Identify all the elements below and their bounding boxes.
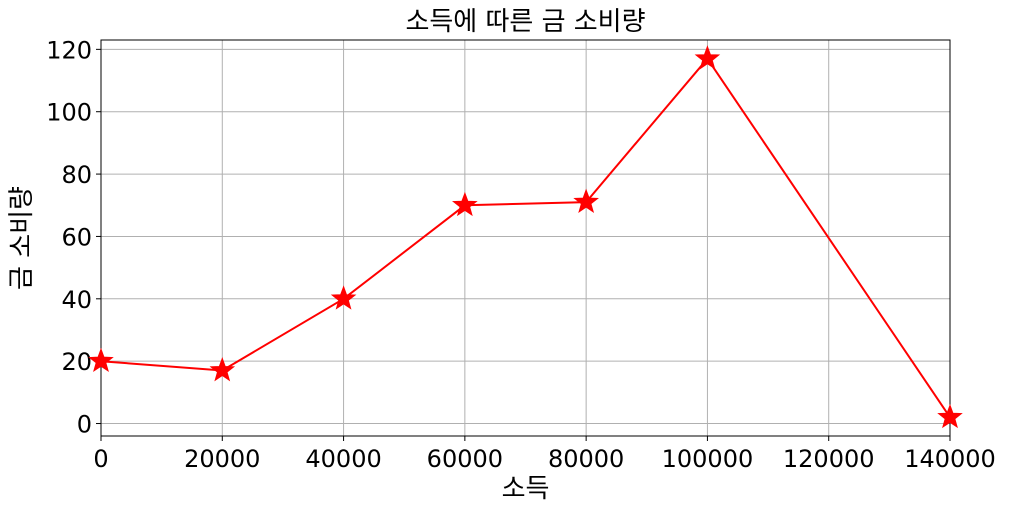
x-tick-label: 120000 — [783, 445, 875, 473]
x-tick-label: 80000 — [548, 445, 624, 473]
x-axis-title: 소득 — [502, 474, 550, 504]
grid — [100, 40, 951, 436]
data-point-star-marker — [573, 188, 599, 213]
data-point-star-marker — [88, 347, 114, 373]
plot-area-frame — [100, 39, 951, 437]
y-tick-label: 40 — [61, 286, 92, 314]
x-tick-label: 20000 — [184, 445, 260, 473]
data-point-star-marker — [937, 403, 963, 429]
x-tick-label: 0 — [93, 445, 108, 473]
x-tick-label: 140000 — [904, 445, 996, 473]
y-tick-label: 80 — [61, 161, 92, 189]
x-tick-label: 60000 — [427, 445, 503, 473]
data-point-star-marker — [694, 45, 721, 70]
axis-ticks: 0 20000 40000 60000 80000 100000 120000 140000 0… — [46, 36, 996, 473]
data-point-star-marker — [330, 285, 357, 310]
data-point-star-marker — [452, 191, 478, 217]
x-tick-label: 40000 — [305, 445, 381, 473]
chart-title: 소득에 따른 금 소비량 — [405, 7, 645, 37]
y-tick-label: 0 — [77, 411, 92, 439]
data-point-star-marker — [209, 357, 236, 382]
x-tick-label: 100000 — [662, 445, 754, 473]
y-tick-label: 120 — [46, 36, 92, 64]
y-axis-title: 금 소비량 — [7, 186, 37, 290]
y-tick-label: 100 — [46, 99, 92, 127]
y-tick-label: 60 — [61, 223, 92, 251]
y-tick-label: 20 — [61, 348, 92, 376]
series-markers — [88, 45, 963, 429]
